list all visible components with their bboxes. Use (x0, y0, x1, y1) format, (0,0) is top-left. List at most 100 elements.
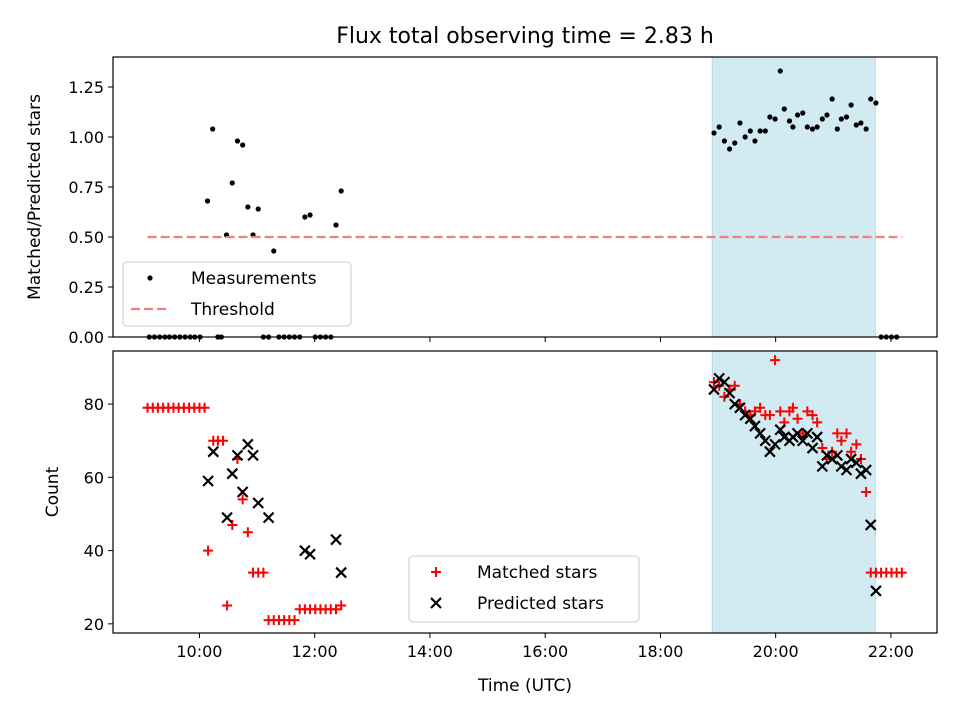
data-point (841, 428, 852, 439)
data-point (864, 519, 877, 531)
data-point (237, 494, 248, 505)
y-tick-label: 60 (84, 468, 104, 487)
data-point (853, 122, 859, 128)
data-point (814, 124, 820, 130)
data-point (236, 486, 249, 498)
data-point (769, 438, 781, 451)
series-matched-stars (142, 355, 907, 626)
data-point (271, 248, 277, 254)
data-point (742, 134, 748, 140)
data-point (774, 423, 787, 436)
data-point (755, 402, 766, 413)
data-point (840, 464, 853, 476)
y-tick-label: 80 (84, 395, 104, 414)
data-point (787, 402, 798, 413)
legend-item: Predicted stars (430, 594, 604, 614)
data-point (812, 417, 823, 428)
y-tick-label: 0.00 (68, 328, 104, 347)
data-point (752, 138, 758, 144)
legend-label: Threshold (190, 300, 275, 320)
data-point (829, 96, 835, 102)
data-point (255, 206, 261, 212)
data-point (258, 567, 269, 578)
data-point (764, 445, 776, 458)
data-point (229, 180, 235, 186)
legend-label: Predicted stars (477, 594, 604, 614)
panel-counts: 20 40 60 80 10:00 12:00 14:00 16:00 18:00 20:00 22… (84, 350, 938, 661)
data-point (718, 376, 731, 388)
data-point (204, 198, 211, 204)
data-point (759, 434, 772, 447)
data-point (832, 428, 843, 439)
y-tick-label: 40 (84, 542, 104, 561)
data-point (831, 449, 844, 462)
data-point (307, 212, 313, 218)
data-point (868, 96, 874, 102)
data-point (764, 410, 775, 421)
legend-swatch (430, 597, 442, 609)
data-point (800, 110, 806, 116)
y-tick-label: 0.75 (68, 178, 104, 197)
data-point (804, 124, 810, 130)
data-point (222, 600, 233, 611)
legend-box (122, 261, 352, 327)
data-point (848, 102, 854, 108)
y-tick-label: 1.00 (68, 128, 104, 147)
data-point (807, 410, 818, 421)
data-point (240, 142, 246, 148)
data-point (711, 130, 717, 136)
data-point (772, 116, 778, 122)
data-point (218, 435, 229, 446)
data-point (777, 68, 783, 74)
chart-title: Flux total observing time = 2.83 h (336, 24, 714, 49)
data-point (304, 548, 316, 561)
data-point (221, 511, 233, 524)
panel-ratio: 0.00 0.25 0.50 0.75 1.00 1.25 Measurements Thre… (68, 56, 938, 347)
data-point (767, 114, 773, 120)
x-tick-label: 10:00 (176, 642, 222, 661)
legend-box (408, 555, 640, 623)
data-point (210, 126, 216, 132)
data-point (338, 188, 344, 194)
data-point (749, 420, 761, 432)
data-point (330, 533, 342, 546)
data-point (843, 114, 850, 120)
data-point (836, 435, 847, 446)
x-tick-label: 16:00 (522, 642, 568, 661)
data-point (811, 431, 823, 443)
data-point (838, 116, 844, 122)
data-point (846, 446, 857, 457)
data-point (790, 124, 796, 130)
data-point (796, 434, 809, 447)
x-tick-label: 14:00 (407, 642, 453, 661)
data-point (721, 138, 727, 144)
data-point (824, 112, 830, 118)
legend-label: Matched stars (477, 563, 597, 583)
data-point (234, 138, 241, 144)
data-point (333, 222, 339, 228)
data-point (819, 116, 825, 122)
data-point (207, 445, 220, 458)
data-point (336, 600, 347, 611)
data-point (262, 511, 275, 524)
data-point (242, 438, 254, 451)
data-point (716, 124, 722, 130)
data-point (809, 126, 816, 132)
data-point (802, 406, 813, 417)
data-point (801, 427, 814, 440)
data-point (786, 118, 793, 124)
data-point (850, 456, 863, 469)
data-point (245, 204, 251, 210)
data-point (775, 406, 786, 417)
data-point (335, 566, 347, 579)
data-point (806, 442, 819, 454)
data-point (873, 100, 879, 106)
data-point (851, 439, 862, 450)
data-point (762, 128, 768, 134)
legend-item: Measurements (147, 269, 317, 289)
data-point (794, 112, 801, 118)
legend-item: Threshold (131, 300, 275, 320)
legend-swatch (147, 275, 153, 281)
y-tick-label: 0.50 (68, 228, 104, 247)
data-point (791, 427, 804, 440)
